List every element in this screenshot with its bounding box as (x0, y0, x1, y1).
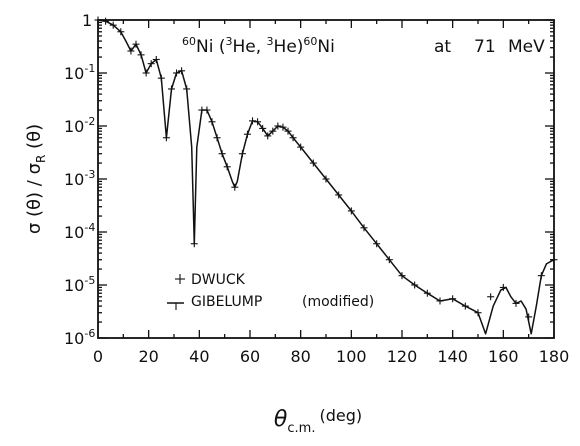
x-tick-label: 160 (488, 347, 519, 366)
x-tick-label: 180 (539, 347, 570, 366)
x-tick-label: 60 (240, 347, 260, 366)
gibelump-line (97, 19, 555, 335)
dwuck-point (436, 297, 444, 305)
chart-title: 60Ni (3He, 3He)60Ni (182, 35, 335, 57)
y-tick-label: 10-6 (64, 327, 95, 348)
title-unit: MeV (508, 37, 545, 57)
dwuck-point (94, 16, 102, 24)
legend-plus-marker (175, 274, 185, 284)
dwuck-point (147, 60, 155, 68)
dwuck-point (512, 299, 520, 307)
x-tick-label: 0 (93, 347, 103, 366)
dwuck-point (162, 134, 170, 142)
y-tick-label: 10-3 (64, 168, 95, 189)
dwuck-point (269, 127, 277, 135)
dwuck-point (127, 47, 135, 55)
dwuck-point (238, 150, 246, 158)
x-tick-label: 120 (387, 347, 418, 366)
x-tick-label: 40 (189, 347, 209, 366)
dwuck-point (243, 130, 251, 138)
dwuck-point (279, 123, 287, 131)
dwuck-point (117, 28, 125, 36)
dwuck-point (411, 281, 419, 289)
dwuck-point (289, 134, 297, 142)
dwuck-point (274, 122, 282, 130)
dwuck-point (525, 313, 533, 321)
dwuck-point (167, 85, 175, 93)
y-tick-label: 10-1 (64, 62, 95, 83)
dwuck-point (385, 256, 393, 264)
x-tick-label: 140 (437, 347, 468, 366)
gibelump-series (97, 19, 555, 335)
dwuck-point (259, 124, 267, 132)
dwuck-point (284, 127, 292, 135)
dwuck-point (373, 240, 381, 248)
legend-item-dwuck: DWUCK (175, 272, 246, 288)
dwuck-point (254, 118, 262, 126)
dwuck-point (223, 163, 231, 171)
legend-item-gibelump: GIBELUMP (modified) (167, 294, 374, 310)
dwuck-series (94, 16, 558, 321)
dwuck-point (152, 55, 160, 63)
dwuck-point (102, 17, 110, 25)
dwuck-point (173, 69, 181, 77)
y-tick-label: 10-5 (64, 274, 95, 295)
dwuck-point (203, 106, 211, 114)
dwuck-point (208, 118, 216, 126)
dwuck-point (423, 289, 431, 297)
dwuck-point (213, 134, 221, 142)
x-tick-label: 20 (138, 347, 158, 366)
x-tick-label: 80 (290, 347, 310, 366)
x-tick-label: 100 (336, 347, 367, 366)
y-tick-label: 10-4 (64, 221, 95, 242)
dwuck-point (132, 40, 140, 48)
title-energy: 71 (474, 37, 496, 57)
dwuck-point (360, 224, 368, 232)
dwuck-point (137, 51, 145, 59)
dwuck-point (335, 191, 343, 199)
dwuck-point (183, 85, 191, 93)
legend-label-dwuck: DWUCK (191, 272, 246, 288)
dwuck-point (157, 74, 165, 82)
dwuck-point (474, 309, 482, 317)
y-tick-label: 1 (82, 11, 92, 30)
dwuck-point (347, 207, 355, 215)
legend-label-gibelump: GIBELUMP (191, 294, 262, 310)
dwuck-point (449, 295, 457, 303)
dwuck-point (142, 69, 150, 77)
dwuck-point (550, 256, 558, 264)
y-axis-label: σ (θ) / σR (θ) (24, 124, 48, 234)
dwuck-point (461, 302, 469, 310)
x-axis: 0 20 40 60 80 100 120 140 160 180 (93, 20, 569, 366)
x-axis-label: θc.m.(deg) (274, 406, 362, 436)
legend: DWUCK GIBELUMP (modified) (167, 272, 374, 310)
dwuck-point (178, 67, 186, 75)
y-axis: 1 10-1 10-2 10-3 10-4 10-5 10-6 (64, 11, 554, 348)
title-at: at (434, 37, 451, 57)
y-tick-label: 10-2 (64, 115, 95, 136)
dwuck-point (487, 293, 495, 301)
legend-note-gibelump: (modified) (302, 294, 374, 310)
dwuck-point (537, 272, 545, 280)
dwuck-point (264, 132, 272, 140)
dwuck-point (297, 143, 305, 151)
dwuck-point (499, 283, 507, 291)
dwuck-point (309, 159, 317, 167)
dwuck-point (231, 183, 239, 191)
dwuck-point (249, 117, 257, 125)
dwuck-point (322, 175, 330, 183)
dwuck-point (109, 21, 117, 29)
legend-line-marker (167, 302, 184, 310)
dwuck-point (398, 272, 406, 280)
dwuck-point (190, 240, 198, 248)
dwuck-point (218, 150, 226, 158)
